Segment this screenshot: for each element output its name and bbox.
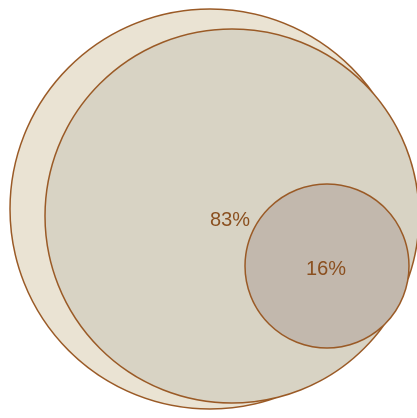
middle-percentage-label: 83% xyxy=(210,209,250,231)
inner-circle xyxy=(244,183,410,349)
inner-percentage-label: 16% xyxy=(306,258,346,280)
